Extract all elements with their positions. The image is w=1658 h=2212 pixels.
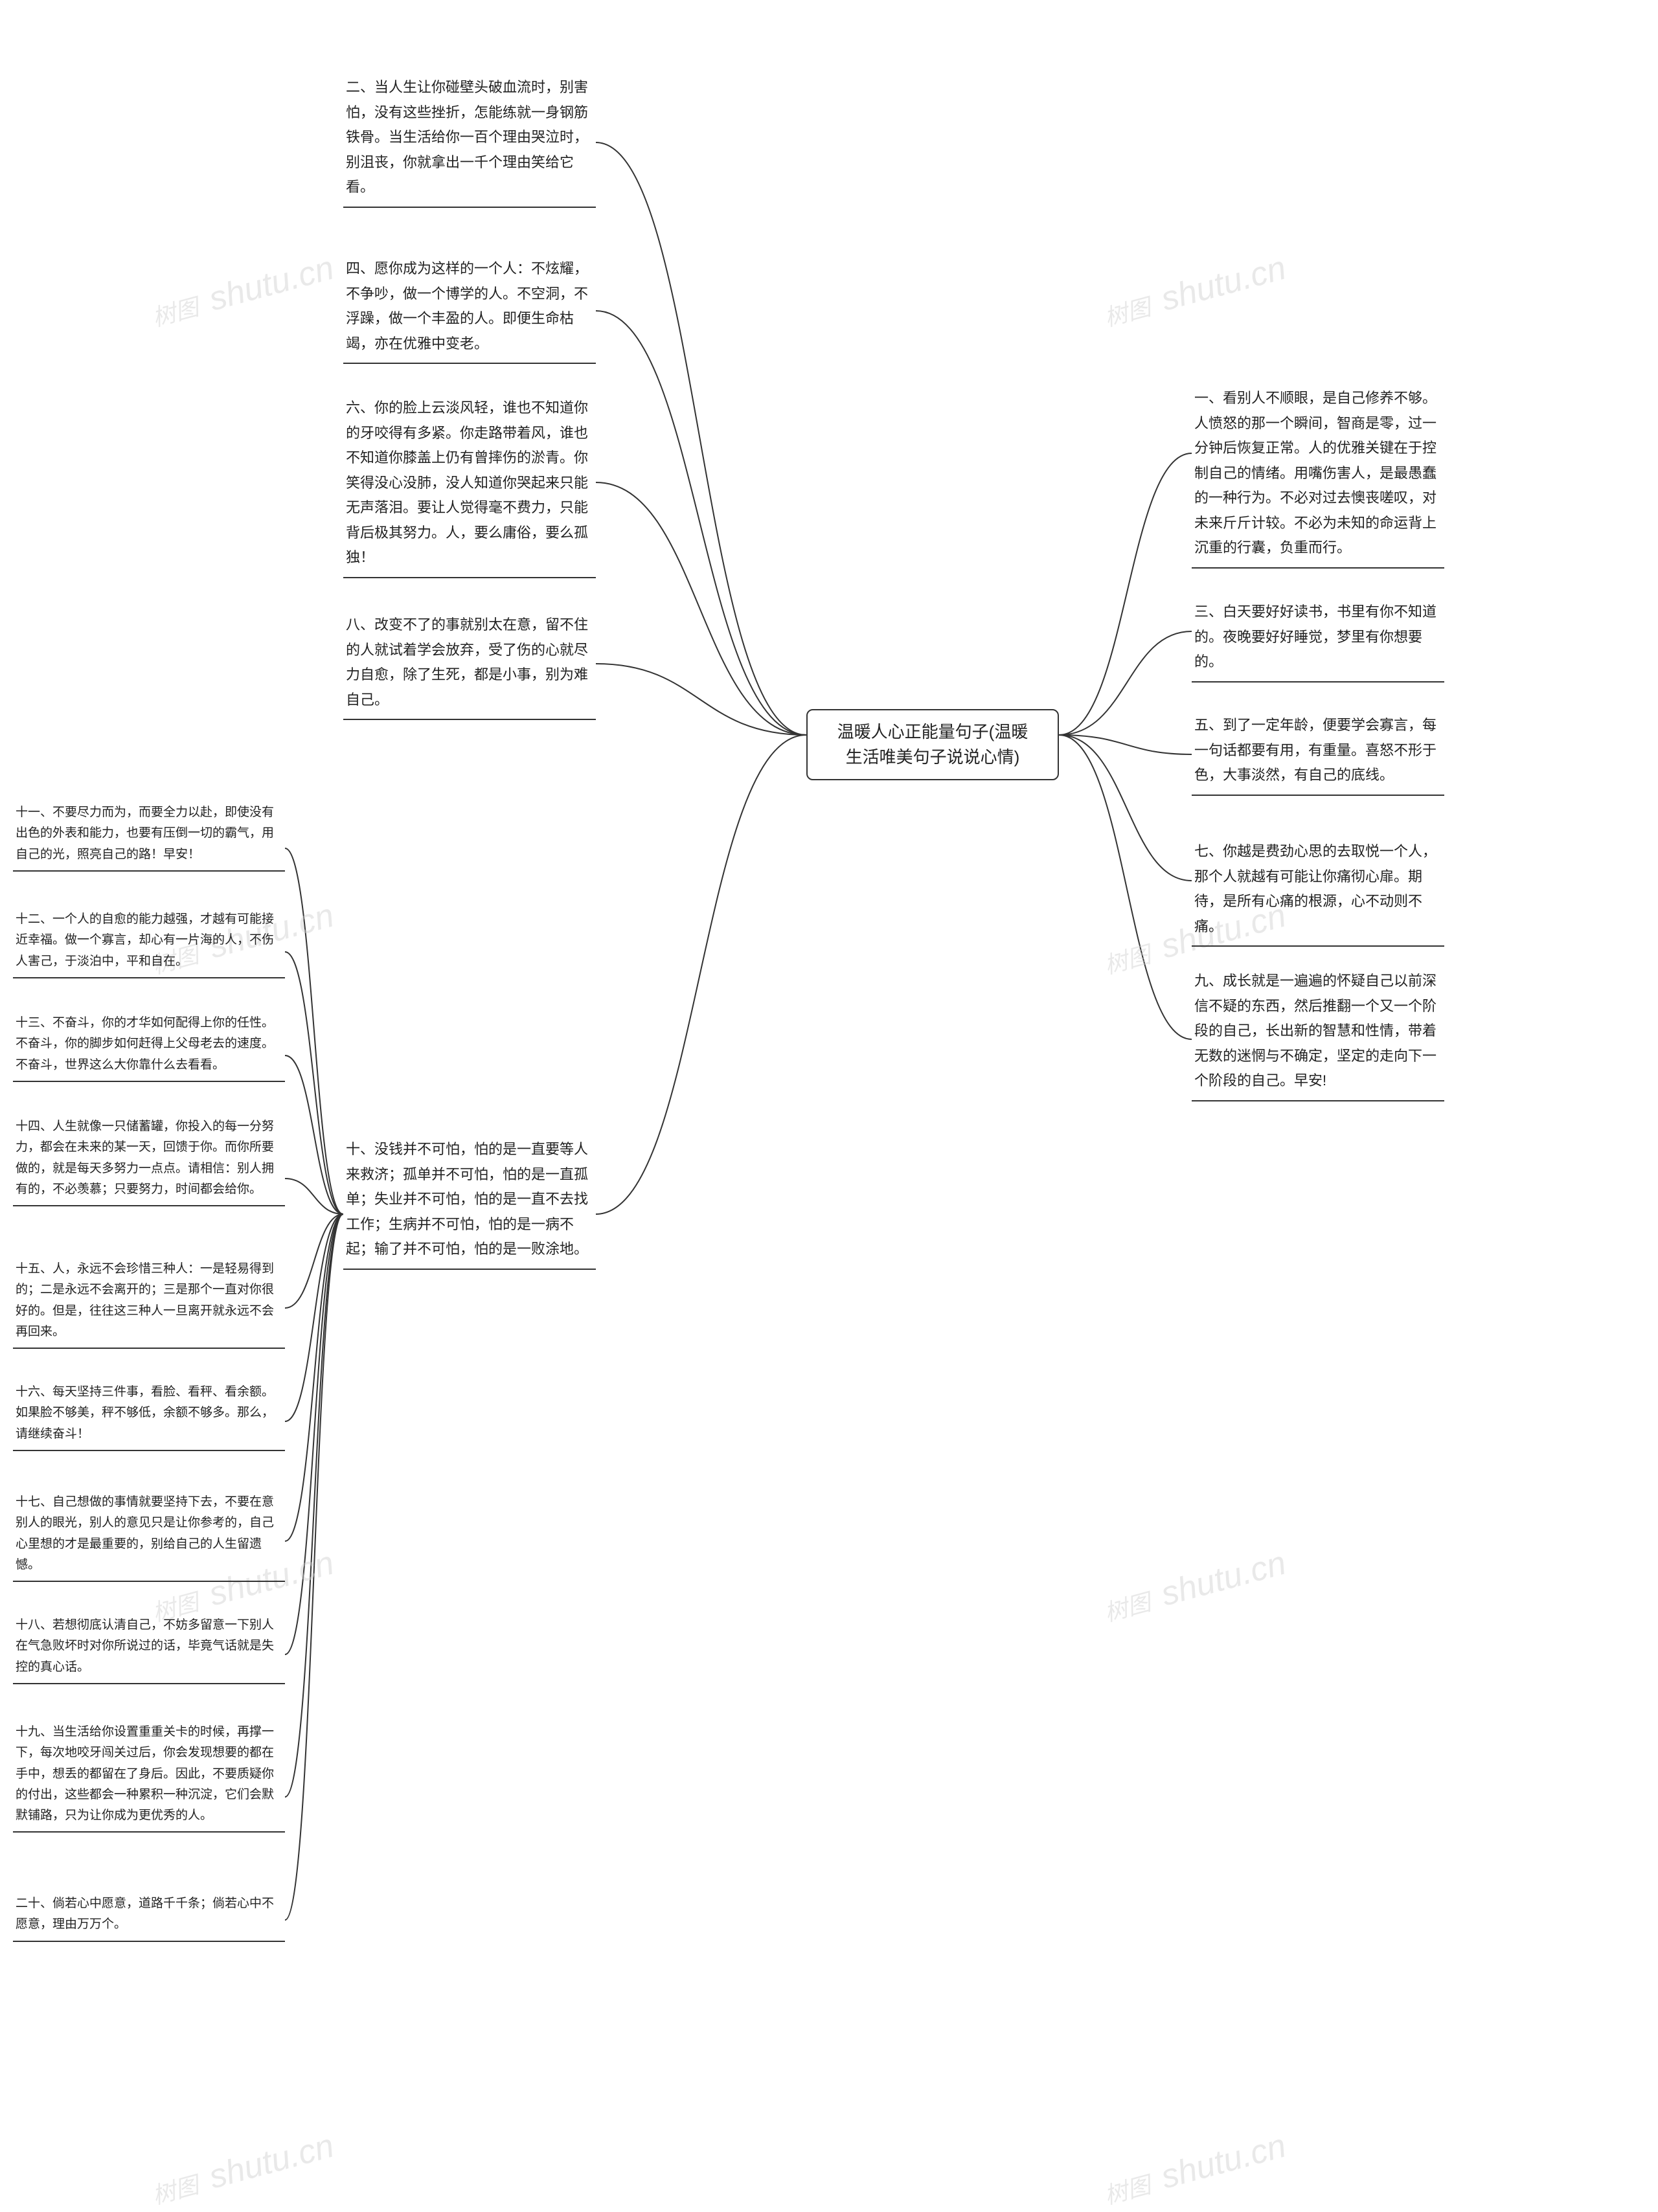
branch-l6: 六、你的脸上云淡风轻，谁也不知道你的牙咬得有多紧。你走路带着风，谁也不知道你膝盖… (343, 392, 596, 578)
leaf-n17: 十七、自己想做的事情就要坚持下去，不要在意别人的眼光，别人的意见只是让你参考的，… (13, 1489, 285, 1582)
watermark: 树图 shutu.cn (1099, 249, 1290, 335)
leaf-n13: 十三、不奋斗，你的才华如何配得上你的任性。不奋斗，你的脚步如何赶得上父母老去的速… (13, 1010, 285, 1082)
center-node: 温暖人心正能量句子(温暖 生活唯美句子说说心情) (806, 709, 1059, 780)
branch-l2: 二、当人生让你碰壁头破血流时，别害怕，没有这些挫折，怎能练就一身钢筋铁骨。当生活… (343, 71, 596, 208)
leaf-n14: 十四、人生就像一只储蓄罐，你投入的每一分努力，都会在未来的某一天，回馈于你。而你… (13, 1114, 285, 1206)
center-title-line2: 生活唯美句子说说心情) (846, 747, 1020, 767)
branch-r1: 一、看别人不顺眼，是自己修养不够。人愤怒的那一个瞬间，智商是零，过一分钟后恢复正… (1192, 382, 1444, 569)
watermark: 树图 shutu.cn (147, 2127, 338, 2212)
center-title-line1: 温暖人心正能量句子(温暖 (837, 722, 1028, 741)
watermark: 树图 shutu.cn (147, 249, 338, 335)
leaf-n19: 十九、当生活给你设置重重关卡的时候，再撑一下，每次地咬牙闯关过后，你会发现想要的… (13, 1719, 285, 1833)
leaf-n11: 十一、不要尽力而为，而要全力以赴，即使没有出色的外表和能力，也要有压倒一切的霸气… (13, 800, 285, 872)
branch-r9: 九、成长就是一遍遍的怀疑自己以前深信不疑的东西，然后推翻一个又一个阶段的自己，长… (1192, 965, 1444, 1101)
branch-l8: 八、改变不了的事就别太在意，留不住的人就试着学会放弃，受了伤的心就尽力自愈，除了… (343, 609, 596, 720)
branch-l10: 十、没钱并不可怕，怕的是一直要等人来救济；孤单并不可怕，怕的是一直孤单；失业并不… (343, 1133, 596, 1270)
leaf-n20: 二十、倘若心中愿意，道路千千条；倘若心中不愿意，理由万万个。 (13, 1891, 285, 1942)
branch-r3: 三、白天要好好读书，书里有你不知道的。夜晚要好好睡觉，梦里有你想要的。 (1192, 596, 1444, 683)
branch-r7: 七、你越是费劲心思的去取悦一个人，那个人就越有可能让你痛彻心扉。期待，是所有心痛… (1192, 835, 1444, 947)
watermark: 树图 shutu.cn (1099, 2127, 1290, 2212)
branch-r5: 五、到了一定年龄，便要学会寡言，每一句话都要有用，有重量。喜怒不形于色，大事淡然… (1192, 709, 1444, 796)
branch-l4: 四、愿你成为这样的一个人：不炫耀，不争吵，做一个博学的人。不空洞，不浮躁，做一个… (343, 253, 596, 364)
connector-lines (0, 0, 1658, 2203)
leaf-n15: 十五、人，永远不会珍惜三种人：一是轻易得到的；二是永远不会离开的；三是那个一直对… (13, 1256, 285, 1349)
watermark: 树图 shutu.cn (1099, 1544, 1290, 1630)
leaf-n18: 十八、若想彻底认清自己，不妨多留意一下别人在气急败坏时对你所说过的话，毕竟气话就… (13, 1612, 285, 1684)
leaf-n16: 十六、每天坚持三件事，看脸、看秤、看余额。如果脸不够美，秤不够低，余额不够多。那… (13, 1379, 285, 1451)
leaf-n12: 十二、一个人的自愈的能力越强，才越有可能接近幸福。做一个寡言，却心有一片海的人，… (13, 907, 285, 978)
